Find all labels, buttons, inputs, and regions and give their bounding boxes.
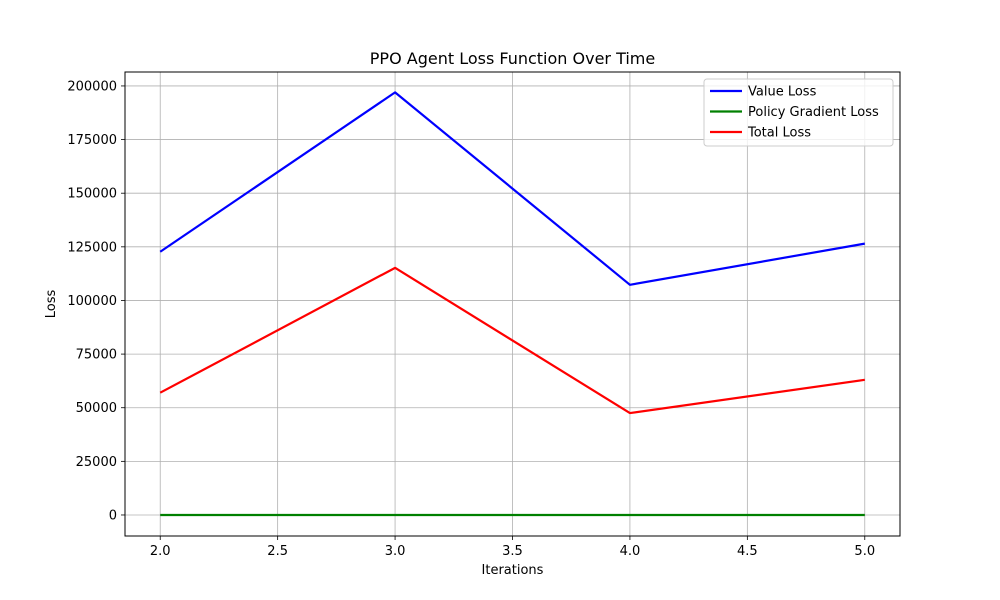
y-tick-label: 75000 bbox=[76, 348, 117, 363]
x-tick-label: 4.5 bbox=[737, 544, 758, 559]
grid-layer bbox=[125, 72, 900, 536]
y-tick-label: 125000 bbox=[67, 240, 117, 255]
legend-label: Value Loss bbox=[748, 85, 817, 100]
x-tick-label: 3.0 bbox=[385, 544, 406, 559]
x-tick-label: 3.5 bbox=[502, 544, 523, 559]
tick-layer: 2.0 2.5 3.0 3.5 4.0 4.5 5.0 0 25000 50000 75000 100… bbox=[67, 79, 875, 559]
x-tick-label: 4.0 bbox=[620, 544, 641, 559]
y-tick-label: 25000 bbox=[76, 455, 117, 470]
y-tick-label: 175000 bbox=[67, 133, 117, 148]
x-axis-label: Iterations bbox=[482, 563, 544, 578]
y-axis-label: Loss bbox=[44, 290, 59, 319]
legend-label: Policy Gradient Loss bbox=[748, 105, 879, 120]
x-tick-label: 2.0 bbox=[150, 544, 171, 559]
series-layer bbox=[159, 91, 865, 517]
x-tick-label: 5.0 bbox=[854, 544, 875, 559]
y-tick-label: 200000 bbox=[67, 79, 117, 94]
legend-label: Total Loss bbox=[747, 126, 811, 141]
chart-title: PPO Agent Loss Function Over Time bbox=[370, 49, 655, 68]
y-tick-label: 150000 bbox=[67, 187, 117, 202]
legend: Value Loss Policy Gradient Loss Total Loss bbox=[703, 78, 894, 147]
y-tick-label: 50000 bbox=[76, 401, 117, 416]
series-line-value-loss bbox=[159, 91, 865, 286]
y-tick-label: 0 bbox=[109, 508, 117, 523]
y-tick-label: 100000 bbox=[67, 294, 117, 309]
x-tick-label: 2.5 bbox=[267, 544, 288, 559]
legend-box bbox=[703, 78, 894, 147]
series-line-total-loss bbox=[159, 266, 865, 415]
